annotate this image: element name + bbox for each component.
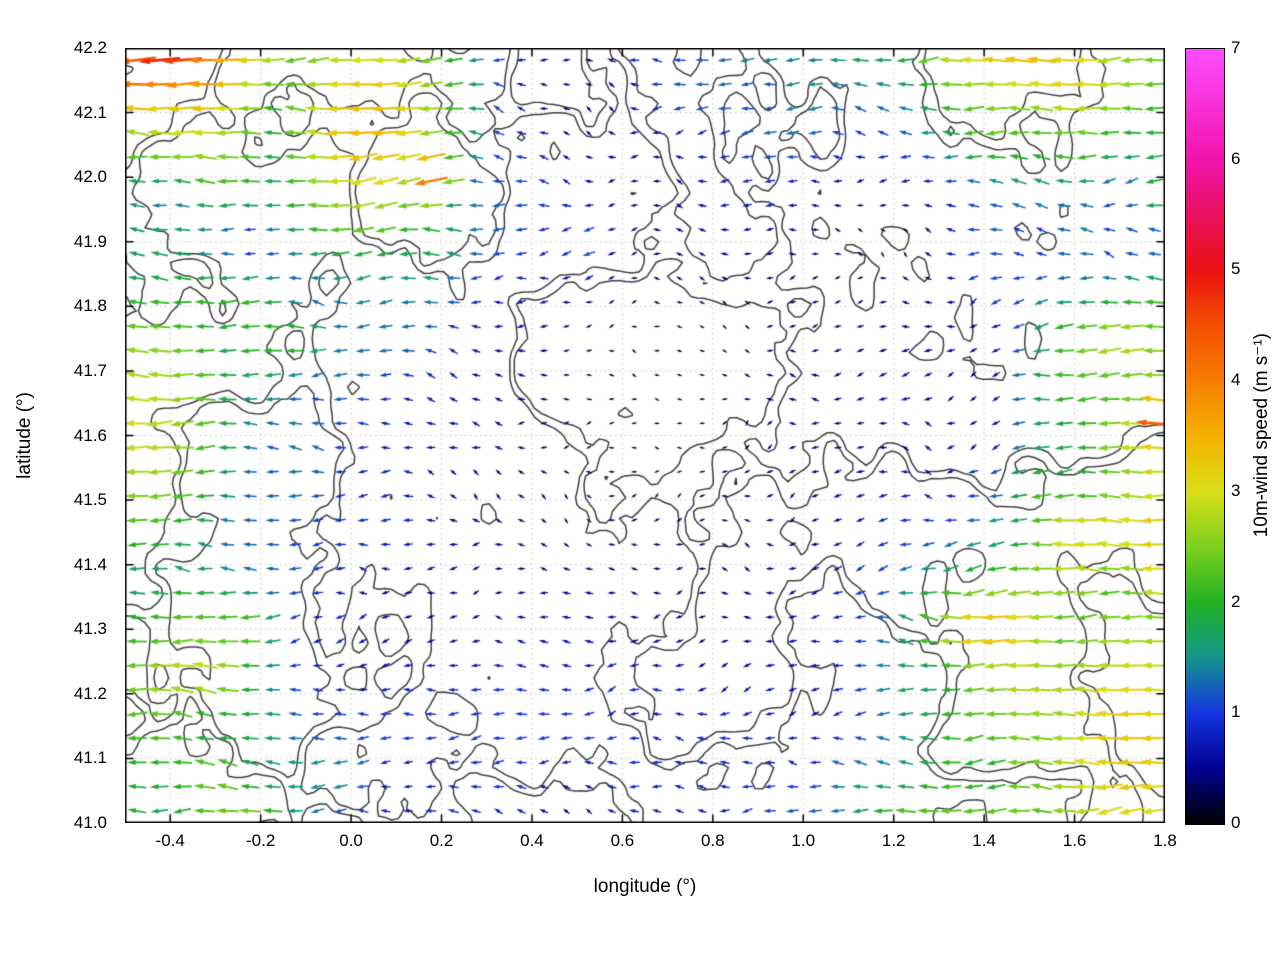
colorbar-tick-label: 0: [1231, 813, 1241, 832]
x-axis-label: longitude (°): [593, 876, 697, 897]
y-tick-label: 41.0: [73, 813, 107, 832]
y-tick-label: 41.2: [73, 683, 107, 703]
x-tick-label: 0.8: [700, 831, 725, 850]
x-tick-label: 0.4: [520, 831, 544, 850]
colorbar-gradient: [1186, 49, 1224, 824]
y-axis-label: latitude (°): [14, 392, 35, 479]
y-tick-label: 41.4: [73, 554, 107, 574]
y-tick-label: 42.0: [73, 167, 107, 187]
colorbar-tick-label: 1: [1231, 702, 1241, 722]
y-tick-label: 41.7: [73, 360, 107, 380]
x-tick-label: -0.4: [155, 831, 185, 850]
colorbar-tick-label: 2: [1231, 591, 1241, 611]
colorbar-label: 10m-wind speed (m s⁻¹): [1251, 333, 1272, 538]
y-tick-label: 41.5: [73, 490, 107, 510]
colorbar-tick-label: 5: [1231, 259, 1241, 279]
colorbar-tick-labels: 0 1 2 3 4 5 6 7: [1231, 38, 1271, 832]
x-tick-label: 0.0: [339, 831, 363, 850]
colorbar-tick-label: 6: [1231, 148, 1241, 168]
quiver-canvas: [125, 48, 1165, 823]
y-tick-label: 41.3: [73, 619, 107, 639]
colorbar-tick-label: 3: [1231, 480, 1241, 500]
x-tick-label: 1.6: [1062, 831, 1087, 850]
x-tick-label: 0.6: [610, 831, 635, 850]
y-tick-label: 41.8: [73, 296, 107, 316]
colorbar-tick-label: 7: [1231, 38, 1241, 57]
y-axis-label-wrap: latitude (°): [8, 48, 42, 823]
x-tick-label: 1.2: [881, 831, 906, 850]
x-tick-label: 1.8: [1153, 831, 1177, 850]
x-tick-label: 1.0: [791, 831, 816, 850]
y-tick-labels: 41.0 41.1 41.2 41.3 41.4 41.5 41.6 41.7 41.8 41.9…: [0, 38, 116, 832]
y-tick-label: 42.2: [73, 38, 107, 57]
x-tick-label: 1.4: [972, 831, 996, 850]
x-tick-label: 0.2: [429, 831, 454, 850]
colorbar: [1185, 48, 1225, 825]
y-tick-label: 41.9: [73, 231, 107, 251]
x-tick-label: -0.2: [245, 831, 276, 850]
y-tick-label: 41.1: [73, 748, 107, 768]
plot-area: [125, 48, 1165, 823]
y-tick-label: 41.6: [73, 425, 107, 445]
colorbar-label-wrap: 10m-wind speed (m s⁻¹): [1246, 48, 1278, 823]
y-tick-label: 42.1: [73, 102, 107, 122]
x-tick-labels: -0.4 -0.2 0.0 0.2 0.4 0.6 0.8 1.0 1.2 1.4 1.6 1.8: [125, 831, 1177, 853]
colorbar-tick-label: 4: [1231, 370, 1241, 390]
